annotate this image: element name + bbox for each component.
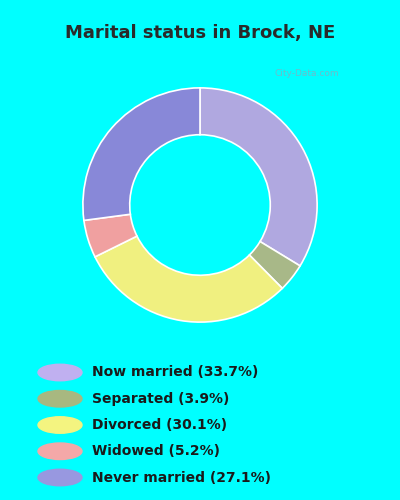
Text: Widowed (5.2%): Widowed (5.2%) (92, 444, 220, 458)
Text: Now married (33.7%): Now married (33.7%) (92, 366, 258, 380)
Text: Marital status in Brock, NE: Marital status in Brock, NE (65, 24, 335, 42)
Circle shape (38, 364, 82, 381)
Wedge shape (95, 236, 282, 322)
Wedge shape (200, 88, 317, 266)
Wedge shape (83, 88, 200, 220)
Wedge shape (249, 242, 300, 288)
Text: Never married (27.1%): Never married (27.1%) (92, 470, 271, 484)
Circle shape (38, 469, 82, 486)
Circle shape (38, 417, 82, 433)
Text: Divorced (30.1%): Divorced (30.1%) (92, 418, 227, 432)
Circle shape (38, 443, 82, 460)
Circle shape (38, 390, 82, 407)
Wedge shape (84, 214, 137, 257)
Text: City-Data.com: City-Data.com (274, 68, 339, 78)
Text: Separated (3.9%): Separated (3.9%) (92, 392, 229, 406)
